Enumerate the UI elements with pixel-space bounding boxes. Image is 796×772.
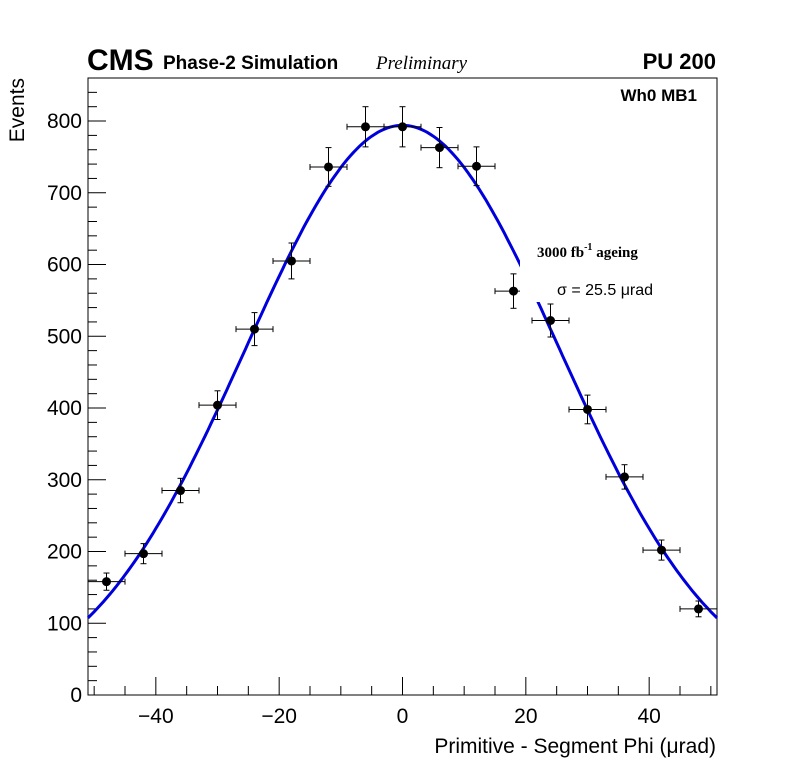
data-point <box>250 324 259 334</box>
data-point <box>657 545 666 555</box>
ageing-label: 3000 fb-1 ageing <box>537 242 638 261</box>
fit-curve <box>86 123 719 619</box>
data-point <box>361 122 370 132</box>
status-label: Preliminary <box>375 53 468 74</box>
x-axis-label: Primitive - Segment Phi (μrad) <box>434 735 716 758</box>
region-label: Wh0 MB1 <box>621 86 698 105</box>
y-tick-label: 300 <box>47 469 82 492</box>
x-tick-label: −20 <box>261 705 297 728</box>
x-tick-label: 20 <box>514 705 537 728</box>
y-tick-label: 800 <box>47 110 82 133</box>
experiment-label: CMS <box>87 44 154 77</box>
data-point <box>398 122 407 132</box>
y-tick-label: 600 <box>47 254 82 277</box>
x-axis: −40 −20 0 20 40 <box>93 677 712 728</box>
y-tick-label: 200 <box>47 541 82 564</box>
data-series <box>87 106 718 618</box>
data-point <box>139 549 148 559</box>
legend-box <box>520 232 680 302</box>
data-point <box>509 286 518 296</box>
y-tick-label: 700 <box>47 182 82 205</box>
x-tick-label: 40 <box>637 705 660 728</box>
y-tick-label: 500 <box>47 325 82 348</box>
pileup-label: PU 200 <box>643 49 716 74</box>
subtitle-label: Phase-2 Simulation <box>163 53 338 74</box>
y-tick-label: 100 <box>47 612 82 635</box>
x-tick-label: −40 <box>138 705 174 728</box>
data-point <box>620 472 629 482</box>
x-tick-label: 0 <box>397 705 409 728</box>
data-point <box>583 404 592 414</box>
y-tick-label: 0 <box>70 684 82 707</box>
data-point <box>472 161 481 171</box>
data-point <box>324 162 333 172</box>
sigma-label: σ = 25.5 μrad <box>557 282 653 299</box>
data-point <box>435 143 444 153</box>
y-axis-label: Events <box>6 78 29 142</box>
data-point <box>176 486 185 496</box>
y-tick-label: 400 <box>47 397 82 420</box>
data-point <box>213 400 222 410</box>
plot-frame <box>87 77 718 696</box>
y-axis: 0 100 200 300 400 500 600 700 800 <box>47 77 106 707</box>
data-point <box>102 577 111 587</box>
data-point <box>694 604 703 614</box>
data-point <box>546 315 555 325</box>
data-point <box>287 256 296 266</box>
